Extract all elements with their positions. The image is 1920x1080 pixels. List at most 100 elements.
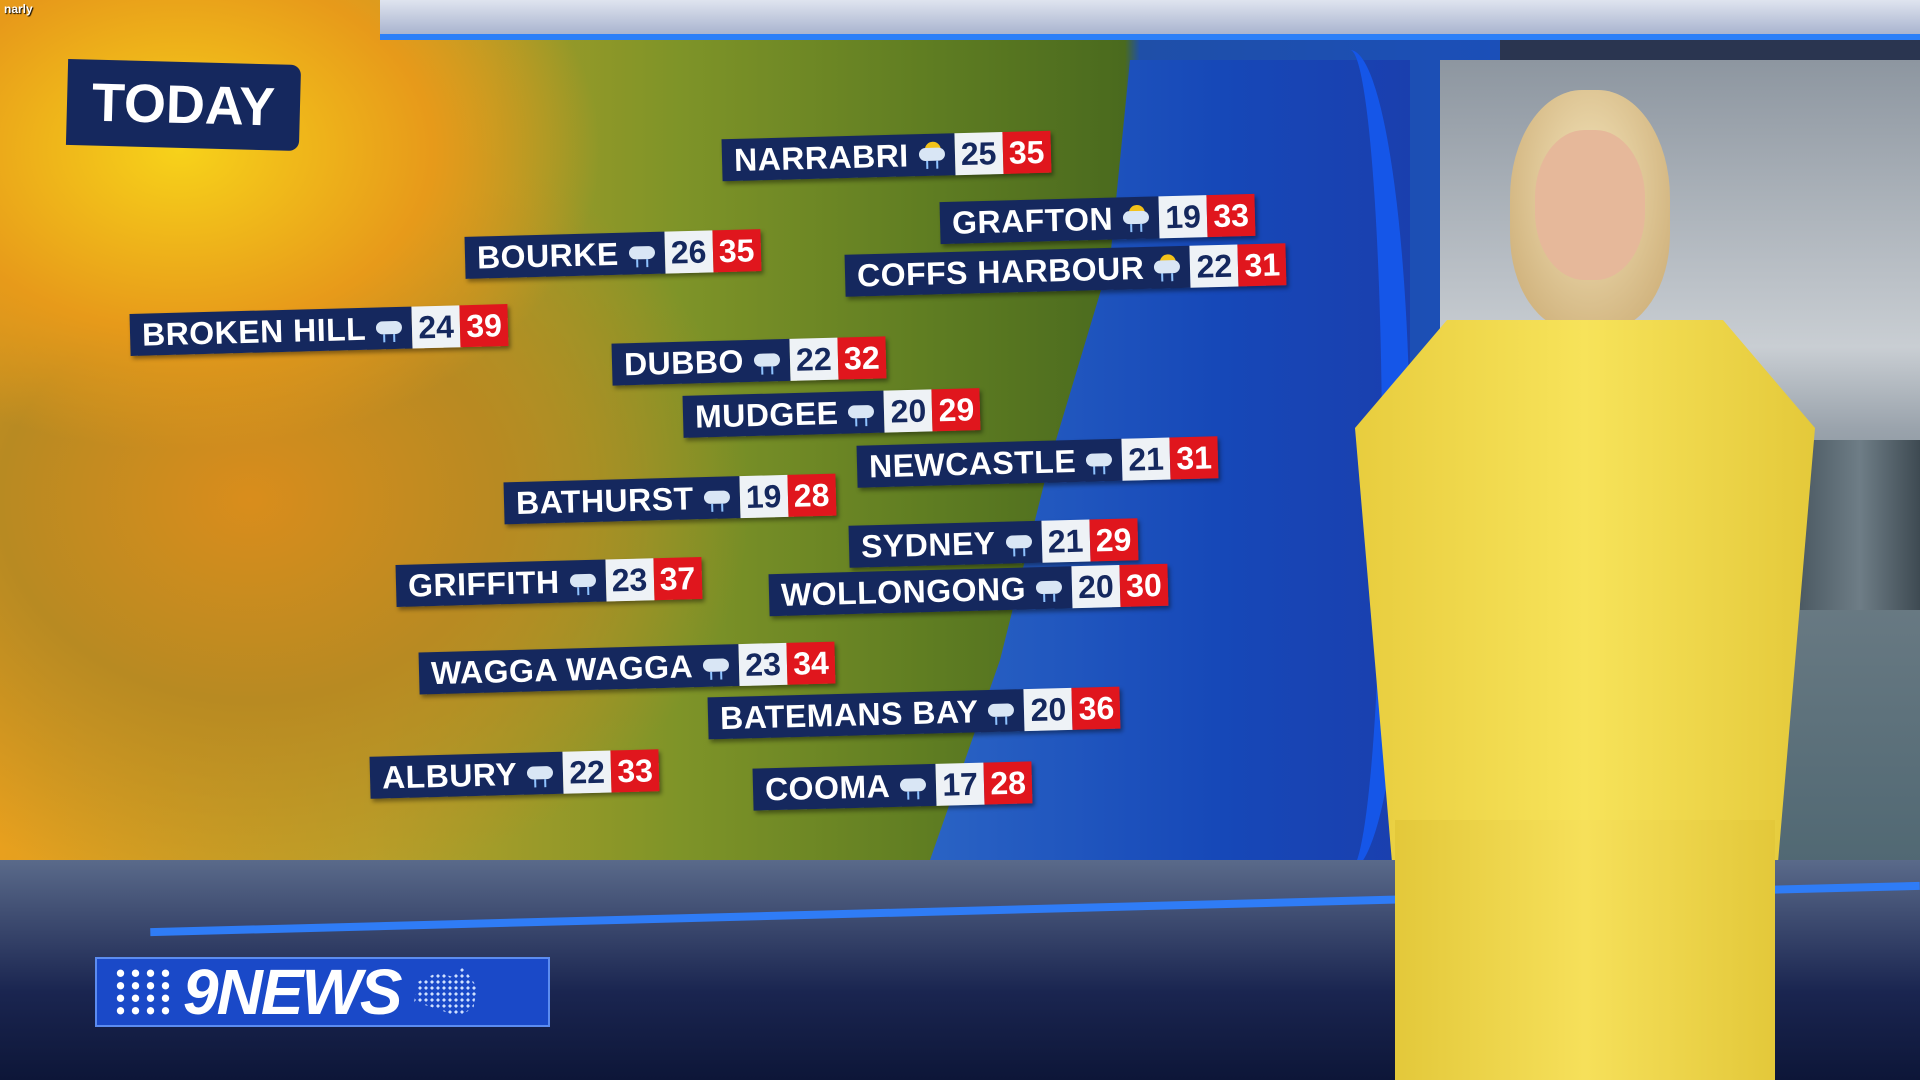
sun-storm-icon [916, 139, 947, 170]
city-label-albury: ALBURY 22 33 [369, 749, 660, 799]
storm-icon [898, 770, 929, 801]
min-temp: 22 [1189, 244, 1239, 288]
min-temp: 25 [954, 131, 1004, 176]
city-name: BATHURST [503, 476, 741, 525]
storm-icon [1084, 445, 1115, 476]
city-name-text: COOMA [764, 767, 891, 807]
max-temp: 36 [1071, 686, 1121, 730]
city-label-sydney: SYDNEY 21 29 [848, 518, 1139, 568]
city-name: BROKEN HILL [129, 306, 413, 356]
city-name-text: NEWCASTLE [868, 442, 1077, 484]
city-name: WAGGA WAGGA [418, 644, 740, 695]
city-label-bourke: BOURKE 26 35 [464, 229, 762, 279]
watermark: narly [4, 2, 33, 16]
min-temp: 19 [739, 474, 789, 519]
city-label-griffith: GRIFFITH 23 37 [395, 557, 703, 607]
logo-text: 9NEWS [183, 956, 403, 1028]
min-temp: 23 [604, 558, 655, 602]
city-name-text: DUBBO [623, 342, 745, 382]
city-label-dubbo: DUBBO 22 32 [611, 336, 887, 386]
min-temp: 19 [1158, 195, 1208, 239]
min-temp: 21 [1041, 519, 1091, 563]
city-name: WOLLONGONG [768, 566, 1073, 617]
city-name: GRAFTON [939, 196, 1160, 245]
storm-icon [567, 566, 598, 597]
city-name: DUBBO [611, 338, 791, 386]
min-temp: 20 [1023, 687, 1073, 732]
city-name-text: COFFS HARBOUR [856, 249, 1145, 293]
city-label-cooma: COOMA 17 28 [752, 761, 1033, 811]
max-temp: 29 [931, 388, 981, 432]
city-name-text: BROKEN HILL [141, 310, 367, 353]
city-name: BATEMANS BAY [707, 689, 1025, 740]
max-temp: 28 [787, 473, 837, 517]
city-label-grafton: GRAFTON 19 33 [939, 193, 1256, 245]
storm-icon [1003, 527, 1034, 558]
studio-top-bar [380, 0, 1920, 40]
city-name: GRIFFITH [395, 559, 607, 607]
city-name: BOURKE [464, 231, 666, 279]
min-temp: 22 [562, 750, 612, 794]
city-name: COOMA [752, 763, 937, 811]
max-temp: 35 [1002, 130, 1052, 174]
city-name-text: MUDGEE [694, 394, 839, 435]
max-temp: 28 [983, 761, 1033, 805]
storm-icon [846, 397, 877, 428]
min-temp: 17 [935, 762, 985, 806]
max-temp: 32 [837, 336, 887, 380]
australia-map-icon [414, 967, 478, 1017]
storm-icon [986, 695, 1017, 726]
city-name: SYDNEY [848, 520, 1043, 568]
max-temp: 37 [652, 557, 703, 601]
city-name: ALBURY [369, 751, 564, 799]
channel-logo: 9NEWS [95, 956, 550, 1028]
max-temp: 33 [610, 749, 660, 793]
max-temp: 35 [712, 229, 762, 273]
sun-storm-icon [1121, 203, 1152, 234]
min-temp: 21 [1121, 437, 1171, 481]
max-temp: 31 [1237, 243, 1287, 287]
presenter-face [1535, 130, 1645, 280]
storm-icon [701, 482, 732, 513]
min-temp: 20 [883, 389, 933, 433]
city-name: MUDGEE [682, 390, 885, 438]
city-skyline [1800, 440, 1920, 610]
storm-icon [374, 313, 405, 344]
sun-storm-icon [1152, 252, 1183, 283]
city-name-text: SYDNEY [860, 524, 997, 564]
city-name-text: GRIFFITH [407, 563, 560, 604]
city-name: NARRABRI [721, 133, 956, 182]
min-temp: 22 [789, 337, 839, 381]
max-temp: 34 [786, 641, 836, 685]
city-name-text: GRAFTON [951, 200, 1114, 241]
city-name-text: NARRABRI [733, 136, 910, 178]
city-label-bathurst: BATHURST 19 28 [503, 473, 837, 525]
min-temp: 23 [738, 642, 788, 687]
city-label-mudgee: MUDGEE 20 29 [682, 388, 981, 438]
storm-icon [701, 650, 732, 681]
city-name-text: BATHURST [515, 479, 695, 521]
city-name-text: WOLLONGONG [780, 570, 1027, 613]
storm-icon [751, 345, 782, 376]
city-name: NEWCASTLE [856, 438, 1123, 488]
city-label-narrabri: NARRABRI 25 35 [721, 130, 1052, 182]
storm-icon [525, 758, 556, 789]
max-temp: 29 [1089, 518, 1139, 562]
max-temp: 31 [1169, 436, 1219, 480]
title-badge: TODAY [65, 58, 302, 152]
city-name-text: BATEMANS BAY [719, 692, 979, 736]
storm-icon [626, 238, 657, 269]
city-name-text: ALBURY [381, 755, 518, 795]
city-name-text: BOURKE [476, 235, 620, 276]
yellow-jacket [1355, 320, 1815, 860]
min-temp: 24 [411, 305, 461, 349]
storm-icon [1034, 573, 1065, 604]
yellow-pants [1395, 820, 1775, 1080]
max-temp: 33 [1206, 193, 1256, 238]
max-temp: 39 [459, 304, 509, 348]
city-name-text: WAGGA WAGGA [430, 647, 694, 691]
presenter [1355, 90, 1815, 1080]
nine-dots-icon [113, 967, 173, 1017]
min-temp: 26 [664, 230, 714, 274]
min-temp: 20 [1071, 565, 1121, 609]
